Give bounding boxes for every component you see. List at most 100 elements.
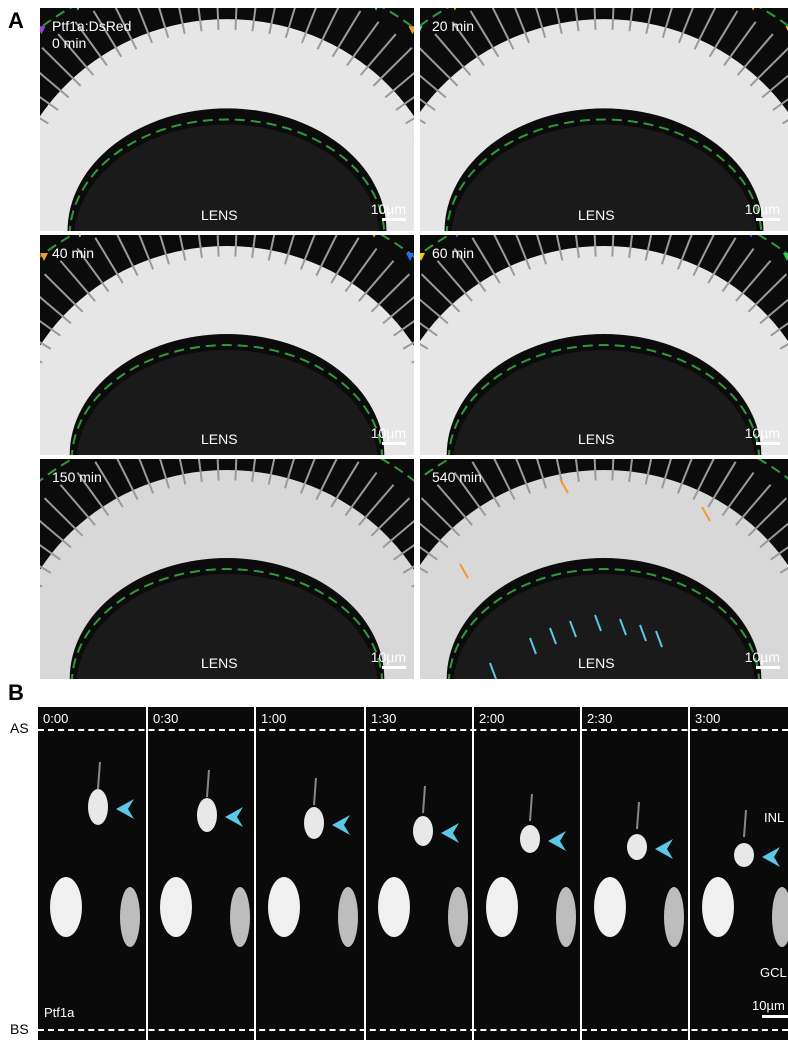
timelapse-frame: 1:00 [256, 707, 364, 1040]
lens-label: LENS [578, 431, 615, 447]
cyan-arrow [619, 618, 627, 636]
cell-process [284, 8, 296, 38]
cell-arrowhead [455, 235, 459, 238]
timelapse-frame: 1:30 [366, 707, 472, 1040]
scale-bar-line [382, 442, 406, 445]
timepoint-label: 150 min [52, 469, 102, 485]
cell-arrowhead [782, 252, 788, 261]
cell-arrowhead [420, 26, 423, 32]
retina-tissue [420, 470, 788, 679]
neighbor-cell [664, 887, 684, 947]
lens-label: LENS [201, 431, 238, 447]
lens-boundary-arc [448, 344, 760, 455]
cell-process [159, 459, 170, 489]
cell-arrowhead [408, 26, 414, 35]
cell-process [515, 459, 532, 494]
cell-process [721, 472, 755, 517]
cell-process [611, 235, 615, 257]
cell-process [370, 497, 411, 537]
cell-micrograph [268, 777, 358, 947]
panel-b-scale-label: 10µm [752, 998, 785, 1013]
cell-process [76, 248, 110, 293]
cell-arrowhead [453, 8, 457, 11]
lens-region [453, 350, 755, 455]
cell-process [114, 8, 138, 50]
cyan-arrow [489, 662, 497, 679]
cell-process [40, 95, 59, 111]
cyan-arrowhead [225, 807, 243, 827]
scale-bar: 10µm [371, 649, 406, 669]
cell-process [422, 785, 426, 814]
cell-arrowhead [374, 8, 378, 11]
cell-process [678, 8, 694, 44]
cyan-arrow [569, 620, 577, 638]
cell-process [234, 235, 238, 257]
as-label: AS [10, 720, 29, 736]
timelapse-frame: 2:30 [582, 707, 688, 1040]
cell-process [301, 8, 317, 44]
cell-process [535, 8, 547, 38]
retina-micrograph [40, 8, 414, 231]
cell-process [661, 459, 672, 489]
cell-process [40, 543, 61, 561]
cell-process [57, 33, 95, 76]
lens-region [76, 350, 378, 455]
neighbor-cell [378, 877, 410, 937]
cell-process [40, 117, 49, 125]
cell-process [491, 8, 515, 50]
cell-process [40, 319, 61, 337]
cyan-arrowhead [332, 815, 350, 835]
tracked-cell [520, 825, 540, 853]
timepoint-label: 60 min [432, 245, 475, 261]
cell-process [735, 260, 772, 302]
frame-time-label: 0:30 [153, 711, 179, 726]
cell-process [469, 10, 500, 58]
cell-process [536, 459, 547, 489]
cell-process [299, 235, 316, 270]
retina-image-tile: 60 min LENS 10µm [420, 235, 788, 455]
cell-process [593, 8, 597, 30]
frame-time-label: 0:00 [43, 711, 69, 726]
cell-process [770, 322, 788, 337]
neighbor-cell [268, 877, 300, 937]
cell-process [420, 567, 429, 574]
cell-process [402, 565, 414, 574]
cell-process [493, 459, 516, 501]
cell-process [393, 543, 414, 561]
cell-process [74, 21, 108, 66]
retina-micrograph [40, 235, 414, 455]
cell-arrowhead [76, 8, 80, 11]
neighbor-cell [486, 877, 518, 937]
cell-process [216, 235, 220, 257]
lens-boundary-arc [71, 344, 383, 455]
cell-process [736, 33, 774, 76]
cell-process [316, 8, 340, 50]
cell-process [206, 769, 210, 798]
cell-process [453, 472, 487, 517]
cell-process [402, 341, 414, 350]
cell-process [138, 459, 155, 494]
panel-a-letter: A [8, 8, 24, 33]
cell-process [197, 459, 203, 483]
frame-time-label: 3:00 [695, 711, 721, 726]
cell-process [299, 459, 316, 494]
cell-process [405, 117, 414, 125]
retina-tissue [40, 470, 414, 679]
scale-bar-line [382, 666, 406, 669]
lens-boundary-arc [71, 568, 383, 679]
cell-process [384, 71, 414, 99]
cell-process [471, 461, 501, 508]
cell-process [434, 33, 472, 76]
cell-process [692, 459, 715, 501]
cyan-arrowhead [655, 839, 673, 859]
cell-micrograph [50, 761, 140, 947]
cell-process [267, 459, 276, 485]
cell-process [216, 459, 220, 481]
lens-region [76, 574, 378, 679]
panel-b-letter: B [8, 680, 24, 705]
cell-process [159, 235, 170, 265]
neighbor-cell [702, 877, 734, 937]
lens-boundary-arc [445, 118, 763, 231]
lens-region [74, 124, 380, 231]
panel-b-scale-bar [762, 1015, 788, 1018]
